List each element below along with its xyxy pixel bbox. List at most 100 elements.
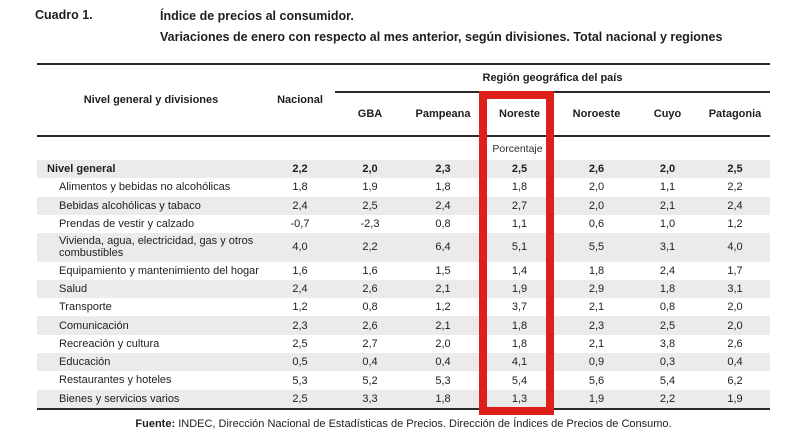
value-cell: 4,0: [292, 241, 308, 254]
table-row: Vivienda, agua, electricidad, gas y otro…: [37, 233, 770, 262]
value-cell: 2,1: [588, 337, 605, 350]
value-cell: 1,7: [727, 264, 743, 277]
source-note: Fuente: INDEC, Dirección Nacional de Est…: [37, 418, 770, 430]
value-cell: 2,2: [727, 181, 743, 194]
table-row: Transporte 1,2 0,8 1,2 3,7 2,1 0,8 2,0: [37, 298, 770, 316]
row-label: Alimentos y bebidas no alcohólicas: [59, 181, 231, 194]
value-cell: 2,6: [727, 337, 743, 350]
value-cell: 5,3: [435, 374, 451, 387]
value-cell: 2,6: [362, 283, 378, 296]
value-cell: 2,5: [727, 163, 743, 176]
value-cell: 3,1: [727, 283, 743, 296]
value-cell: 2,3: [292, 319, 308, 332]
value-cell: 5,5: [588, 241, 605, 254]
column-header-nacional: Nacional: [277, 94, 323, 106]
value-cell: -0,7: [290, 218, 310, 231]
value-cell: 3,1: [659, 241, 676, 254]
value-cell: 2,1: [588, 301, 605, 314]
value-cell: 5,3: [292, 374, 308, 387]
value-cell: 1,8: [292, 181, 308, 194]
value-cell: 3,3: [362, 392, 378, 405]
value-cell: 2,7: [362, 337, 378, 350]
value-cell: 1,6: [362, 264, 378, 277]
row-label: Restaurantes y hoteles: [59, 374, 172, 387]
cpi-table: Nivel general y divisiones Nacional Regi…: [37, 63, 770, 410]
value-cell: 0,8: [659, 301, 676, 314]
row-label: Transporte: [59, 301, 112, 314]
title-block: Índice de precios al consumidor. Variaci…: [160, 9, 780, 51]
value-cell: 5,6: [588, 374, 605, 387]
value-cell: 3,7: [511, 301, 528, 314]
row-label: Salud: [59, 282, 88, 295]
value-cell: 4,1: [511, 356, 528, 369]
value-cell: 2,0: [727, 301, 743, 314]
table-row: Restaurantes y hoteles 5,3 5,2 5,3 5,4 5,6 5,4…: [37, 371, 770, 389]
unit-label: Porcentaje: [492, 142, 543, 155]
value-cell: 1,3: [511, 392, 528, 405]
value-cell: 1,2: [292, 301, 308, 314]
value-cell: 2,5: [292, 337, 308, 350]
value-cell: 1,8: [435, 392, 451, 405]
value-cell: 0,3: [659, 356, 676, 369]
column-header-divisions: Nivel general y divisiones: [83, 94, 219, 106]
value-cell: 1,2: [435, 301, 451, 314]
value-cell: 2,7: [511, 199, 528, 212]
column-header-cuyo: Cuyo: [653, 108, 682, 120]
source-label: Fuente:: [135, 418, 176, 430]
value-cell: 2,2: [292, 163, 308, 176]
value-cell: 2,3: [435, 163, 451, 176]
value-cell: -2,3: [360, 218, 380, 231]
cuadro-label: Cuadro 1.: [35, 8, 93, 22]
value-cell: 2,4: [292, 283, 308, 296]
value-cell: 2,2: [362, 241, 378, 254]
value-cell: 2,0: [588, 181, 605, 194]
value-cell: 0,5: [292, 356, 308, 369]
value-cell: 2,9: [588, 283, 605, 296]
value-cell: 1,1: [659, 181, 676, 194]
value-cell: 5,4: [659, 374, 676, 387]
column-header-noroeste: Noroeste: [572, 108, 621, 120]
value-cell: 0,4: [727, 356, 743, 369]
value-cell: 1,8: [511, 181, 528, 194]
value-cell: 2,4: [292, 199, 308, 212]
value-cell: 0,4: [435, 356, 451, 369]
column-header-pampeana: Pampeana: [415, 108, 471, 120]
value-cell: 2,4: [727, 199, 743, 212]
value-cell: 1,9: [588, 392, 605, 405]
value-cell: 1,5: [435, 264, 451, 277]
table-row: Alimentos y bebidas no alcohólicas 1,8 1,9…: [37, 178, 770, 196]
value-cell: 1,6: [292, 264, 308, 277]
value-cell: 2,4: [435, 199, 451, 212]
value-cell: 5,4: [511, 374, 528, 387]
value-cell: 0,8: [435, 218, 451, 231]
table-body: Nivel general 2,2 2,0 2,3 2,5 2,6 2,0 2,5 Alimen…: [37, 160, 770, 408]
value-cell: 2,3: [588, 319, 605, 332]
row-label: Vivienda, agua, electricidad, gas y otro…: [59, 235, 254, 260]
row-label: Recreación y cultura: [59, 337, 160, 350]
value-cell: 0,6: [588, 218, 605, 231]
column-header-noreste: Noreste: [499, 108, 540, 120]
value-cell: 2,1: [435, 283, 451, 296]
table-row: Nivel general 2,2 2,0 2,3 2,5 2,6 2,0 2,5: [37, 160, 770, 179]
row-label: Educación: [59, 356, 111, 369]
value-cell: 2,5: [292, 392, 308, 405]
column-header-gba: GBA: [357, 108, 383, 120]
value-cell: 0,4: [362, 356, 378, 369]
region-group-header: Región geográfica del país: [335, 65, 770, 93]
value-cell: 2,2: [659, 392, 676, 405]
document-title: Índice de precios al consumidor.: [160, 9, 354, 23]
value-cell: 0,8: [362, 301, 378, 314]
value-cell: 2,1: [435, 319, 451, 332]
table-row: Equipamiento y mantenimiento del hogar 1,…: [37, 262, 770, 280]
value-cell: 2,0: [659, 163, 676, 176]
value-cell: 2,6: [588, 163, 605, 176]
region-header-group: Región geográfica del país GBA Pampeana …: [335, 65, 770, 135]
row-label: Nivel general: [47, 163, 116, 176]
value-cell: 5,2: [362, 374, 378, 387]
value-cell: 1,8: [511, 337, 528, 350]
value-cell: 2,0: [362, 163, 378, 176]
row-label: Bebidas alcohólicas y tabaco: [59, 199, 201, 212]
value-cell: 5,1: [511, 241, 528, 254]
value-cell: 1,4: [511, 264, 528, 277]
